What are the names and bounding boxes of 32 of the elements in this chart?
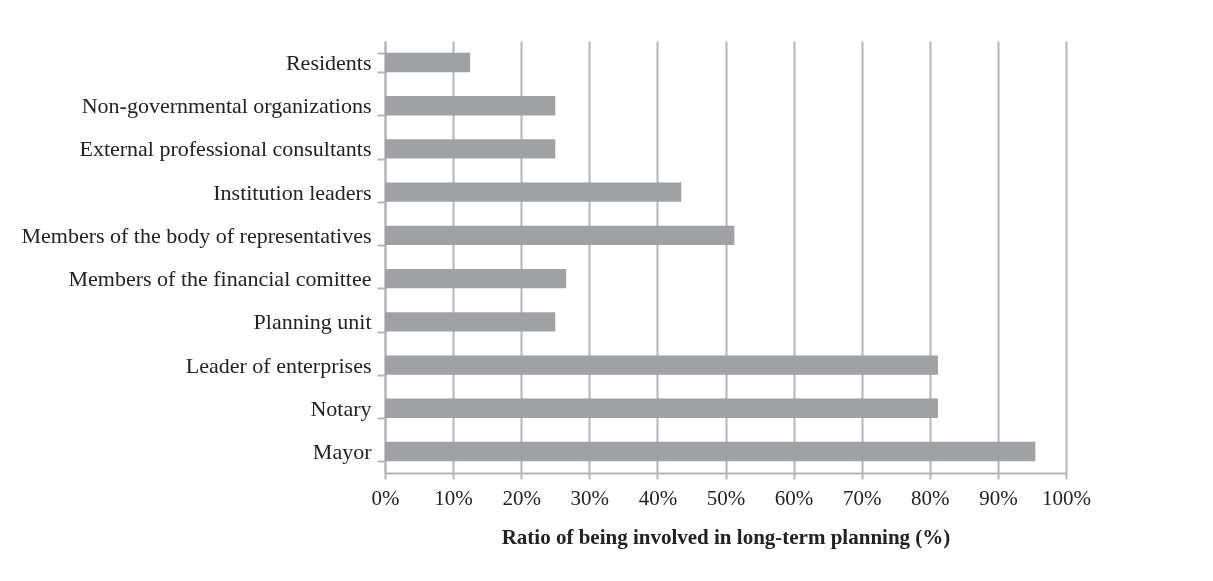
y-tick-label: Planning unit [253,309,372,335]
x-tick-label: 10% [434,485,473,510]
y-tick-label: Institution leaders [213,179,372,205]
bar [385,268,567,289]
bar [385,312,556,332]
y-tick-label: Mayor [312,439,373,465]
bar [385,398,938,419]
x-tick-label: 70% [842,485,882,510]
x-axis-title: Ratio of being involved in long-term planning (%) [501,524,951,549]
y-tick-label: Members of the body of representatives [21,222,372,248]
y-tick-label: Residents [285,49,372,75]
y-tick-label: Non-governmental organizations [81,93,372,119]
x-tick-label: 0% [371,485,400,510]
x-tick-label: 80% [911,485,950,510]
x-tick-label: 60% [774,485,814,510]
bar [385,355,938,375]
x-tick-label: 20% [502,485,541,510]
x-tick-label: 100% [1042,485,1091,510]
bar [385,441,1036,462]
x-tick-label: 40% [638,485,678,510]
y-tick-label: External professional consultants [79,136,372,162]
bar [385,139,556,159]
y-tick-label: Leader of enterprises [185,352,372,378]
bar [385,52,471,73]
bar [385,182,682,202]
x-tick-label: 90% [979,485,1018,510]
x-tick-label: 50% [706,485,746,510]
y-tick-label: Notary [310,395,372,421]
y-tick-label: Members of the financial comittee [68,266,372,292]
bar [385,95,556,116]
bar [385,225,735,246]
x-tick-label: 30% [570,485,610,510]
